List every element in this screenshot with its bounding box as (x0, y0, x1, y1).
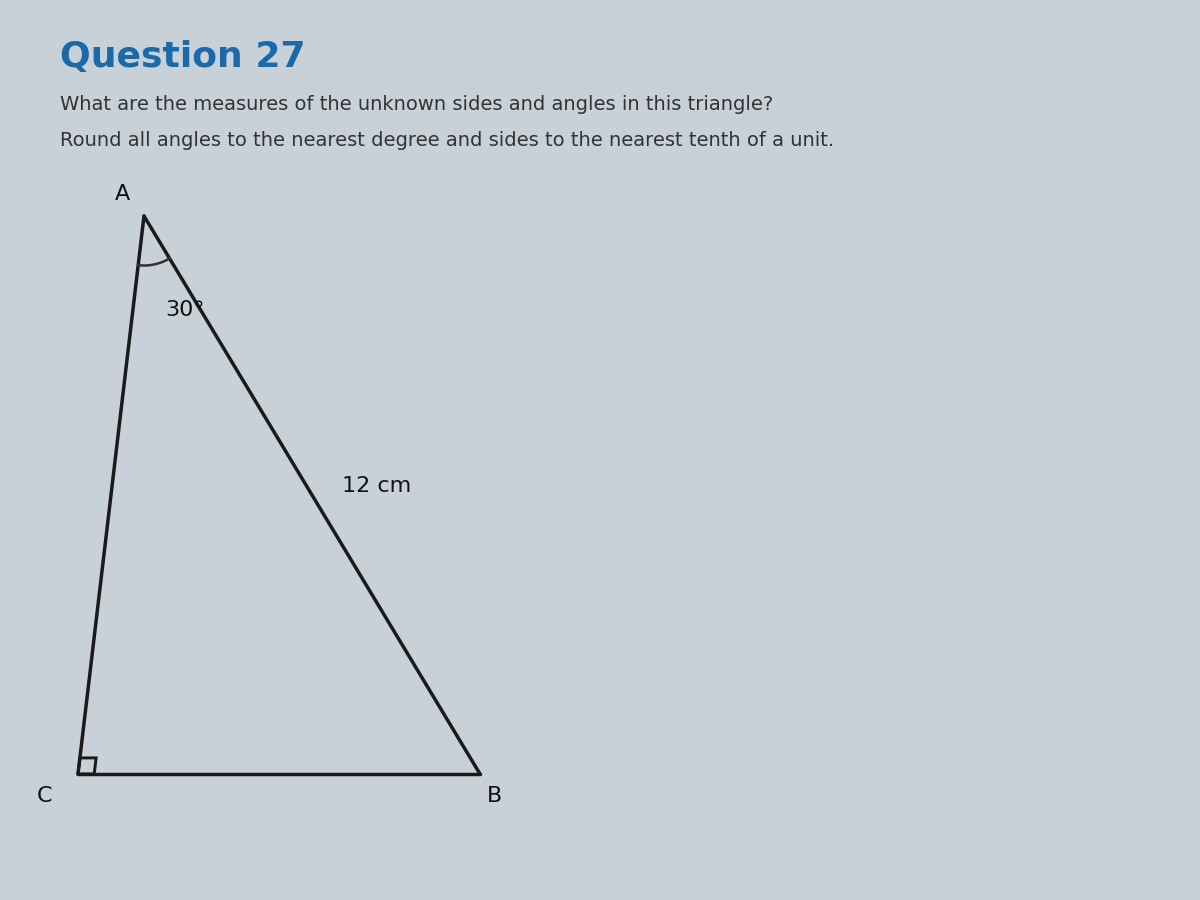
Text: Round all angles to the nearest degree and sides to the nearest tenth of a unit.: Round all angles to the nearest degree a… (60, 130, 834, 149)
Text: C: C (37, 787, 52, 806)
Text: B: B (487, 787, 502, 806)
Text: What are the measures of the unknown sides and angles in this triangle?: What are the measures of the unknown sid… (60, 94, 773, 113)
Text: 30°: 30° (166, 301, 205, 320)
Text: 12 cm: 12 cm (342, 476, 412, 496)
Text: A: A (115, 184, 130, 203)
Text: Question 27: Question 27 (60, 40, 306, 75)
